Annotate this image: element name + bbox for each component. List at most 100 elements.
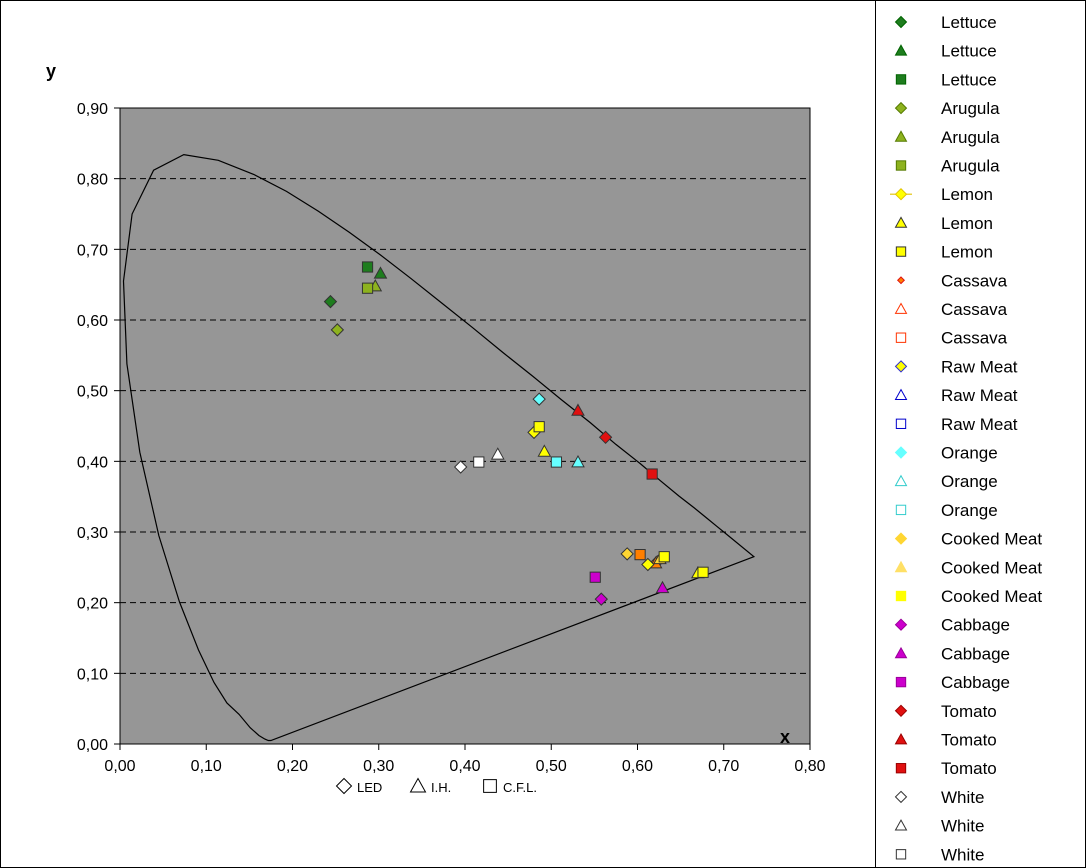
x-tick-label: 0,80 [794, 758, 825, 775]
marker-legend-label: I.H. [431, 780, 451, 795]
gridlines [120, 107, 810, 674]
legend-entry: White [894, 817, 984, 836]
marker-legend: LED I.H. C.F.L. [335, 777, 537, 795]
series-legend: Lettuce Lettuce Lettuce Arugula Arugula Arugu… [890, 13, 1042, 864]
x-tick-label: 0,00 [104, 758, 135, 775]
legend-entry: Cooked Meat [894, 558, 1042, 577]
point-cabbage-diamond [594, 592, 608, 606]
legend-entry: Orange [895, 501, 998, 520]
legend-entry: Cassava [894, 300, 1008, 319]
plot-area [119, 107, 811, 745]
legend-entry: Lemon [894, 214, 993, 233]
legend-marker-square [895, 676, 907, 688]
legend-entry: Lemon [895, 243, 993, 262]
legend-label: Cooked Meat [941, 530, 1042, 549]
point-lettuce-diamond [323, 294, 338, 309]
point-cooked-meat-square [658, 551, 670, 563]
legend-entry: Raw Meat [894, 357, 1018, 376]
legend-entry: Cabbage [894, 616, 1010, 635]
legend-marker-diamond [894, 532, 908, 545]
point-lettuce-triangle [373, 266, 388, 279]
legend-entry: Cassava [895, 329, 1008, 348]
marker-legend-label: LED [357, 780, 382, 795]
point-white-triangle [490, 447, 505, 460]
legend-label: Orange [941, 472, 998, 491]
point-cassava-square [634, 549, 646, 561]
legend-entry: Raw Meat [895, 415, 1018, 434]
legend-entry: Tomato [895, 759, 997, 778]
legend-marker-square [895, 246, 907, 257]
legend-entry: Raw Meat [894, 386, 1018, 405]
legend-label: Cooked Meat [941, 558, 1042, 577]
marker-legend-diamond [335, 777, 353, 795]
y-tick-label: 0,50 [77, 384, 108, 401]
legend-entry: Lettuce [894, 42, 997, 61]
point-orange-diamond [532, 392, 546, 406]
legend-entry: Cassava [896, 271, 1008, 290]
legend-marker-triangle [894, 646, 908, 659]
point-cooked-meat-diamond [620, 547, 634, 561]
y-tick-label: 0,00 [77, 737, 108, 754]
legend-marker-diamond [894, 15, 908, 29]
legend-entry: Orange [894, 444, 998, 463]
legend-label: Orange [941, 444, 998, 463]
legend-marker-square [895, 504, 907, 516]
legend-entry: Arugula [895, 157, 1000, 176]
legend-marker-line-diamond [894, 187, 908, 201]
data-points [323, 261, 709, 606]
legend-label: Lettuce [941, 42, 997, 61]
legend-label: Arugula [941, 128, 1000, 147]
y-tick-label: 0,60 [77, 313, 108, 330]
legend-marker-square [895, 418, 907, 429]
point-arugula-diamond [330, 323, 345, 337]
legend-entry: Cooked Meat [894, 530, 1042, 549]
legend-entry: White [895, 845, 984, 864]
legend-label: Raw Meat [941, 386, 1018, 405]
point-lettuce-square [361, 261, 374, 273]
legend-marker-diamond [894, 446, 908, 459]
x-tick-label: 0,60 [622, 758, 653, 775]
legend-label: Tomato [941, 759, 997, 778]
legend-marker-square [895, 763, 907, 774]
legend-label: Raw Meat [941, 415, 1018, 434]
point-raw-meat-diamond [641, 557, 655, 572]
point-orange-square [550, 456, 563, 468]
x-tick-label: 0,40 [449, 758, 480, 775]
legend-label: Lemon [941, 243, 993, 262]
legend-entry: Cooked Meat [895, 587, 1042, 606]
legend-label: Cooked Meat [941, 587, 1042, 606]
x-tick-label: 0,50 [536, 758, 567, 775]
legend-label: Lemon [941, 185, 993, 204]
y-tick-label: 0,30 [77, 525, 108, 542]
legend-entry: Arugula [894, 128, 1000, 147]
legend-label: White [941, 845, 984, 864]
legend-label: Lemon [941, 214, 993, 233]
y-axis-label: y [46, 61, 56, 81]
x-tick-label: 0,30 [363, 758, 394, 775]
legend-label: Arugula [941, 99, 1000, 118]
legend-marker-diamond [894, 790, 908, 804]
legend-marker-triangle [894, 474, 908, 487]
legend-entry: Orange [894, 472, 998, 491]
legend-label: Cassava [941, 300, 1008, 319]
x-tick-label: 0,20 [277, 758, 308, 775]
legend-entry: Lettuce [894, 13, 997, 32]
legend-label: White [941, 788, 984, 807]
point-cabbage-triangle [655, 580, 670, 594]
legend-label: Cabbage [941, 673, 1010, 692]
legend-label: Cassava [941, 271, 1008, 290]
legend-label: Cabbage [941, 644, 1010, 663]
marker-legend-triangle [409, 777, 427, 793]
point-white-diamond [453, 460, 468, 474]
legend-marker-diamond [894, 360, 908, 373]
legend-marker-square [895, 332, 907, 343]
legend-marker-triangle [894, 732, 908, 745]
x-axis-ticks: 0,00 0,10 0,20 0,30 0,40 0,50 0,60 0,70 0,80 [104, 744, 826, 775]
point-arugula-square [361, 282, 374, 294]
legend-label: Orange [941, 501, 998, 520]
legend-entry: White [894, 788, 984, 807]
legend-marker-square [895, 590, 907, 602]
legend-marker-triangle [894, 819, 908, 831]
marker-legend-entry: LED [335, 777, 382, 795]
